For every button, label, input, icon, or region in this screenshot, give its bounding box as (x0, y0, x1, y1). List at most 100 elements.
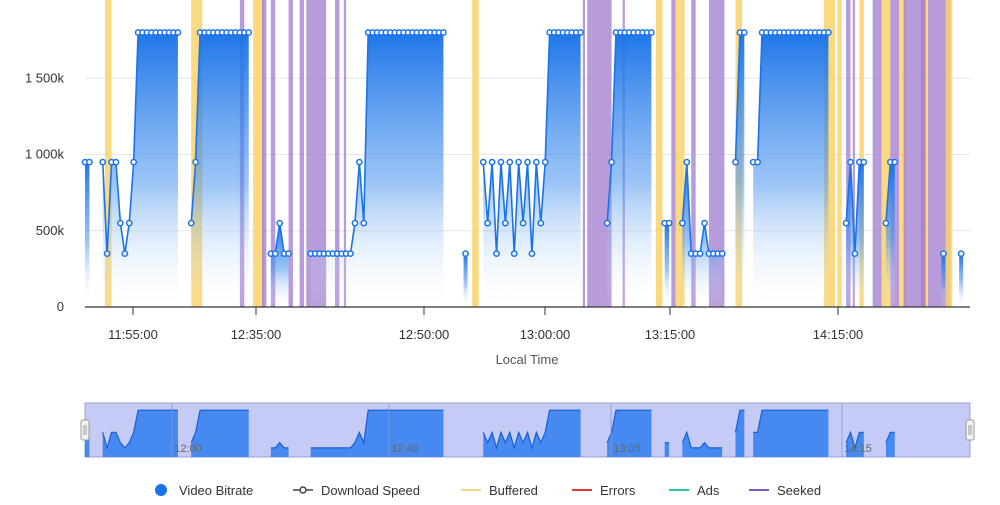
navigator-left-handle[interactable] (80, 419, 90, 441)
x-tick-label: 11:55:00 (108, 327, 158, 342)
bitrate-point (665, 219, 673, 227)
seeked-band (587, 0, 592, 307)
seeked-band (708, 0, 725, 307)
seeked-band (921, 0, 926, 307)
bitrate-area-segment (310, 32, 444, 307)
bitrate-point (103, 250, 111, 257)
bitrate-point (825, 29, 832, 36)
buffered-band (253, 0, 265, 307)
bitrate-point (356, 158, 363, 166)
buffered-band (104, 0, 112, 307)
navigator-line-segment (753, 409, 829, 433)
bitrate-point (506, 158, 514, 166)
bitrate-point (718, 250, 726, 257)
bitrate-point (603, 219, 611, 227)
bitrate-area-segment (102, 32, 178, 307)
bitrate-area-segment (483, 32, 581, 307)
navigator-line-segment (606, 409, 652, 443)
seeked-band (927, 0, 951, 307)
bitrate-point (493, 250, 500, 257)
legend: Video Bitrate Download Speed Buffered Error… (155, 483, 821, 498)
event-bands (104, 0, 953, 307)
legend-swatch-download-speed-dot (299, 486, 307, 494)
navigator-line-segment (885, 431, 895, 443)
bitrate-point (860, 158, 868, 166)
seeked-band (335, 0, 340, 307)
y-tick-label: 500k (36, 223, 65, 238)
bitrate-point (510, 250, 518, 257)
navigator-area-segment (102, 410, 178, 457)
seeked-band (262, 0, 267, 307)
bitrate-point (117, 219, 124, 227)
y-tick-label: 1 000k (25, 147, 65, 162)
bitrate-point (528, 250, 536, 257)
navigator-line-segment (681, 430, 723, 449)
x-tick-label: 14:15:00 (813, 327, 864, 342)
bitrate-point (440, 29, 447, 36)
bitrate-point (174, 29, 182, 36)
seeked-band (306, 0, 327, 307)
legend-label: Ads (697, 483, 720, 498)
navigator-line-segment (845, 430, 864, 451)
buffered-band (881, 0, 891, 307)
x-tick-label: 12:50:00 (399, 327, 450, 342)
navigator-area-segment (607, 410, 652, 457)
bitrate-area-segment (191, 32, 249, 307)
seeked-band (343, 0, 347, 307)
bitrate-point (740, 29, 748, 36)
bitrate-point (533, 158, 540, 166)
bitrate-area-segment (959, 253, 964, 307)
bitrate-point (608, 158, 615, 166)
bitrate-point (86, 158, 93, 166)
range-navigator[interactable]: 12:00 12:40 13:05 14:15 (80, 402, 975, 458)
navigator-area-segment (483, 410, 581, 457)
navigator-label: 12:40 (391, 443, 419, 455)
navigator-line-segment (734, 409, 745, 433)
navigator-line-segment (310, 409, 444, 449)
bitrate-point (847, 158, 854, 166)
bitrate-point (192, 158, 199, 166)
navigator-line-segment (482, 409, 581, 451)
axes: 0 500k 1 000k 1 500k 11:55:00 12:35:00 12:50:0… (25, 70, 970, 367)
seeked-band (288, 0, 293, 307)
x-axis-title: Local Time (496, 352, 559, 367)
buffered-band (655, 0, 663, 307)
seeked-band (582, 0, 586, 307)
legend-label: Video Bitrate (179, 483, 253, 498)
seeked-band (903, 0, 924, 307)
bitrate-point (515, 158, 523, 166)
buffered-band (675, 0, 685, 307)
bitrate-area-segment (85, 162, 90, 307)
navigator-area-segment (191, 410, 249, 457)
navigator-area-segment (270, 442, 289, 457)
y-tick-label: 1 500k (25, 70, 65, 85)
navigator-area-segment (753, 410, 829, 457)
y-tick-label: 0 (57, 299, 64, 314)
navigator-right-handle[interactable] (965, 419, 975, 441)
bitrate-area-segment (846, 162, 864, 307)
bitrate-point (502, 219, 509, 227)
bitrate-point (679, 219, 686, 227)
bitrate-point (541, 158, 549, 166)
navigator-line-segment (270, 441, 289, 449)
bitrate-point (285, 250, 292, 257)
bitrate-area-segment (664, 223, 670, 307)
buffered-band (837, 0, 842, 307)
bitrate-point (577, 29, 584, 36)
navigator-line-segment (102, 409, 178, 451)
bitrate-point (537, 219, 545, 227)
bitrate-point (187, 219, 195, 227)
bitrate-point (99, 158, 107, 166)
legend-swatch-video-bitrate (155, 484, 167, 496)
seeked-band (846, 0, 851, 307)
bitrate-area-segment (682, 162, 723, 307)
bitrate-point (360, 219, 368, 227)
bitrate-point (940, 250, 947, 257)
bitrate-point (351, 219, 359, 227)
legend-label: Errors (600, 483, 636, 498)
bitrate-point (112, 158, 120, 166)
x-tick-label: 12:35:00 (231, 327, 282, 342)
seeked-band (591, 0, 612, 307)
